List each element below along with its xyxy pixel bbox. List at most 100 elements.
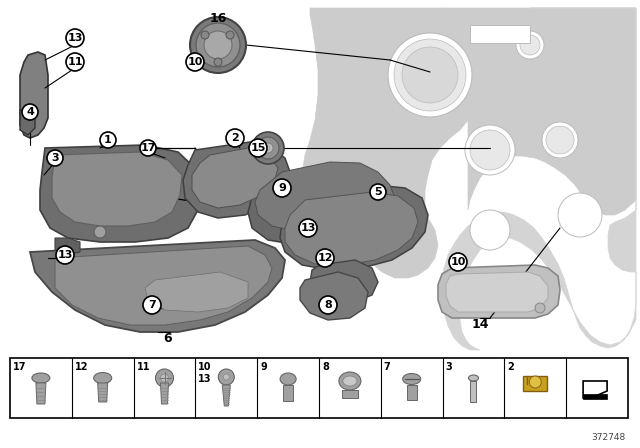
- Circle shape: [223, 374, 229, 380]
- Text: 7: 7: [384, 362, 390, 372]
- Text: 13: 13: [67, 33, 83, 43]
- Circle shape: [299, 219, 317, 237]
- Ellipse shape: [403, 374, 420, 384]
- Text: 4: 4: [26, 107, 34, 117]
- Polygon shape: [248, 170, 385, 245]
- Circle shape: [156, 369, 173, 387]
- Polygon shape: [255, 162, 395, 232]
- Polygon shape: [55, 246, 272, 325]
- Text: 12: 12: [75, 362, 88, 372]
- Bar: [10, 358, 628, 418]
- Text: 12: 12: [317, 253, 333, 263]
- Text: 8: 8: [322, 362, 329, 372]
- Polygon shape: [36, 383, 46, 404]
- Polygon shape: [342, 390, 358, 398]
- Text: 13: 13: [300, 223, 316, 233]
- Polygon shape: [20, 52, 48, 138]
- Text: 16: 16: [209, 12, 227, 25]
- Circle shape: [100, 132, 116, 148]
- Circle shape: [196, 23, 240, 67]
- Text: 10
13: 10 13: [198, 362, 212, 383]
- Text: 2: 2: [231, 133, 239, 143]
- Circle shape: [94, 226, 106, 238]
- Ellipse shape: [339, 372, 361, 390]
- Polygon shape: [192, 148, 278, 208]
- Text: 7: 7: [148, 300, 156, 310]
- Polygon shape: [55, 238, 80, 255]
- Bar: [583, 394, 607, 399]
- Ellipse shape: [93, 372, 112, 383]
- Text: 10: 10: [188, 57, 203, 67]
- Ellipse shape: [32, 373, 50, 383]
- Ellipse shape: [343, 376, 357, 386]
- Circle shape: [252, 132, 284, 164]
- Polygon shape: [446, 272, 548, 312]
- Circle shape: [218, 369, 234, 385]
- Ellipse shape: [280, 373, 296, 385]
- Polygon shape: [183, 142, 290, 218]
- Polygon shape: [438, 265, 560, 318]
- Polygon shape: [300, 272, 368, 320]
- Polygon shape: [283, 385, 293, 401]
- Circle shape: [186, 53, 204, 71]
- Text: 17: 17: [13, 362, 26, 372]
- Circle shape: [273, 179, 291, 197]
- Circle shape: [470, 210, 510, 250]
- Text: 8: 8: [324, 300, 332, 310]
- Text: 9: 9: [278, 183, 286, 193]
- Text: 13: 13: [58, 250, 73, 260]
- Circle shape: [140, 140, 156, 156]
- Circle shape: [22, 104, 38, 120]
- Text: 1: 1: [104, 135, 112, 145]
- Circle shape: [249, 139, 267, 157]
- Text: 14: 14: [471, 319, 489, 332]
- Circle shape: [161, 374, 168, 382]
- Polygon shape: [406, 385, 417, 400]
- Polygon shape: [445, 8, 636, 215]
- Bar: [470, 25, 530, 43]
- Text: 9: 9: [260, 362, 267, 372]
- Circle shape: [370, 184, 386, 200]
- Circle shape: [402, 47, 458, 103]
- Polygon shape: [470, 381, 477, 402]
- Polygon shape: [98, 383, 108, 402]
- Polygon shape: [285, 192, 418, 265]
- Polygon shape: [280, 185, 428, 270]
- Text: 3: 3: [445, 362, 452, 372]
- Circle shape: [516, 31, 544, 59]
- Text: 11: 11: [67, 57, 83, 67]
- Circle shape: [214, 58, 222, 66]
- Circle shape: [316, 249, 334, 267]
- Text: 2: 2: [508, 362, 514, 372]
- Circle shape: [546, 126, 574, 154]
- Bar: [524, 376, 547, 391]
- Text: 5: 5: [374, 187, 382, 197]
- Polygon shape: [222, 385, 230, 406]
- Text: 17: 17: [140, 143, 156, 153]
- Text: 10: 10: [451, 257, 466, 267]
- Circle shape: [319, 296, 337, 314]
- Circle shape: [257, 137, 279, 159]
- Polygon shape: [303, 8, 470, 278]
- Polygon shape: [145, 272, 248, 312]
- Polygon shape: [30, 240, 285, 332]
- Text: 3: 3: [51, 153, 59, 163]
- Polygon shape: [52, 152, 182, 226]
- Polygon shape: [40, 145, 200, 242]
- Text: 15: 15: [250, 143, 266, 153]
- Circle shape: [465, 125, 515, 175]
- Circle shape: [226, 129, 244, 147]
- Text: 6: 6: [164, 332, 172, 345]
- Circle shape: [394, 39, 466, 111]
- Circle shape: [226, 31, 234, 39]
- Polygon shape: [161, 383, 168, 404]
- Circle shape: [449, 253, 467, 271]
- Circle shape: [558, 193, 602, 237]
- Circle shape: [56, 246, 74, 264]
- Polygon shape: [310, 260, 378, 303]
- Ellipse shape: [468, 375, 479, 381]
- Circle shape: [520, 35, 540, 55]
- Polygon shape: [20, 108, 35, 135]
- Circle shape: [388, 33, 472, 117]
- Circle shape: [201, 31, 209, 39]
